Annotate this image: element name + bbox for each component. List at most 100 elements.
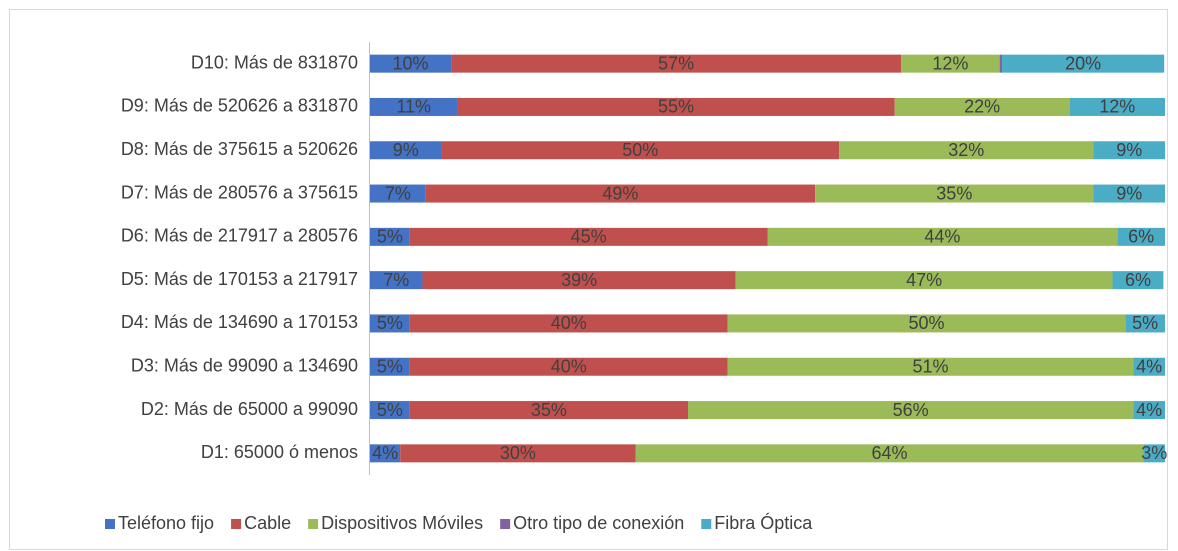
bar-segment	[370, 54, 452, 73]
value-label: 50%	[622, 140, 658, 160]
bar-segment	[1069, 97, 1165, 116]
bar-segment	[370, 357, 410, 376]
bar-segment	[1125, 314, 1165, 333]
bar-segment	[999, 54, 1003, 73]
bar-segment	[370, 184, 426, 203]
value-label: 22%	[964, 97, 1000, 117]
bar-segment	[370, 314, 410, 333]
bar-segment	[901, 54, 1000, 73]
bar-segment	[400, 444, 636, 463]
legend-label: Cable	[244, 513, 291, 533]
category-label: D6: Más de 217917 a 280576	[121, 226, 358, 246]
value-label: 5%	[377, 400, 403, 420]
bar-segment	[457, 97, 895, 116]
bar-segment	[370, 401, 410, 420]
value-label: 9%	[393, 140, 419, 160]
bar-segment	[727, 357, 1134, 376]
value-label: 9%	[1116, 140, 1142, 160]
value-label: 45%	[571, 227, 607, 247]
value-label: 44%	[924, 227, 960, 247]
legend-swatch	[231, 519, 242, 529]
bar-segment	[1112, 271, 1164, 290]
legend-swatch	[701, 519, 712, 529]
value-label: 7%	[383, 270, 409, 290]
category-label: D8: Más de 375615 a 520626	[121, 139, 358, 159]
bar-segment	[1002, 54, 1165, 73]
value-label: 35%	[531, 400, 567, 420]
value-label: 30%	[500, 443, 536, 463]
bar-segment	[409, 227, 768, 246]
value-label: 5%	[377, 227, 403, 247]
legend-swatch	[105, 519, 115, 529]
bar-segment	[409, 314, 728, 333]
category-label: D2: Más de 65000 a 99090	[141, 399, 358, 419]
bar-segment	[1133, 401, 1165, 420]
bar-segment	[451, 54, 902, 73]
value-label: 5%	[377, 357, 403, 377]
value-label: 56%	[893, 400, 929, 420]
bar-segment	[370, 271, 423, 290]
legend-label: Fibra Óptica	[714, 512, 813, 533]
legend-swatch	[308, 519, 319, 529]
bar-segment	[1093, 141, 1165, 160]
bar-segment	[1143, 444, 1165, 463]
bar-segment	[839, 141, 1094, 160]
value-label: 4%	[1136, 357, 1162, 377]
value-label: 51%	[912, 357, 948, 377]
bar-segment	[815, 184, 1094, 203]
category-label: D5: Más de 170153 a 217917	[121, 269, 358, 289]
bar-segment	[767, 227, 1118, 246]
value-label: 49%	[602, 183, 638, 203]
value-label: 57%	[658, 53, 694, 73]
value-label: 47%	[906, 270, 942, 290]
legend-label: Dispositivos Móviles	[321, 513, 483, 533]
value-label: 9%	[1116, 183, 1142, 203]
value-label: 11%	[396, 97, 431, 117]
bar-segment	[1133, 357, 1165, 376]
value-label: 12%	[1099, 97, 1135, 117]
category-label: D9: Más de 520626 a 831870	[121, 96, 358, 116]
value-label: 6%	[1125, 270, 1151, 290]
value-label: 40%	[551, 313, 587, 333]
category-label: D10: Más de 831870	[191, 52, 358, 72]
bar-segment	[635, 444, 1144, 463]
value-label: 4%	[1136, 400, 1162, 420]
category-label: D4: Más de 134690 a 170153	[121, 312, 358, 332]
bar-segment	[1093, 184, 1165, 203]
value-label: 4%	[372, 443, 398, 463]
bar-segment	[370, 97, 458, 116]
value-label: 12%	[932, 53, 968, 73]
bar-segment	[894, 97, 1070, 116]
value-label: 64%	[872, 443, 908, 463]
value-label: 55%	[658, 97, 694, 117]
bar-segment	[441, 141, 840, 160]
legend-label: Teléfono fijo	[118, 513, 214, 533]
category-label: D1: 65000 ó menos	[201, 442, 358, 462]
bar-segment	[409, 357, 728, 376]
bar-segment	[1117, 227, 1165, 246]
legend-label: Otro tipo de conexión	[513, 513, 684, 533]
value-label: 50%	[908, 313, 944, 333]
bar-segment	[688, 401, 1134, 420]
legend-swatch	[500, 519, 511, 529]
category-label: D7: Más de 280576 a 375615	[121, 182, 358, 202]
bar-segment	[735, 271, 1113, 290]
bar-segment	[370, 141, 442, 160]
category-label: D3: Más de 99090 a 134690	[131, 356, 358, 376]
bar-segment	[370, 227, 410, 246]
bar-segment	[422, 271, 736, 290]
value-label: 35%	[936, 183, 972, 203]
value-label: 3%	[1141, 443, 1167, 463]
bar-segment	[425, 184, 816, 203]
value-label: 39%	[561, 270, 597, 290]
value-label: 20%	[1065, 53, 1101, 73]
bar-segment	[370, 444, 401, 463]
value-label: 32%	[948, 140, 984, 160]
value-label: 5%	[377, 313, 403, 333]
bar-segment	[409, 401, 688, 420]
value-label: 6%	[1128, 227, 1154, 247]
value-label: 5%	[1132, 313, 1158, 333]
bar-segment	[727, 314, 1126, 333]
value-label: 10%	[393, 53, 429, 73]
